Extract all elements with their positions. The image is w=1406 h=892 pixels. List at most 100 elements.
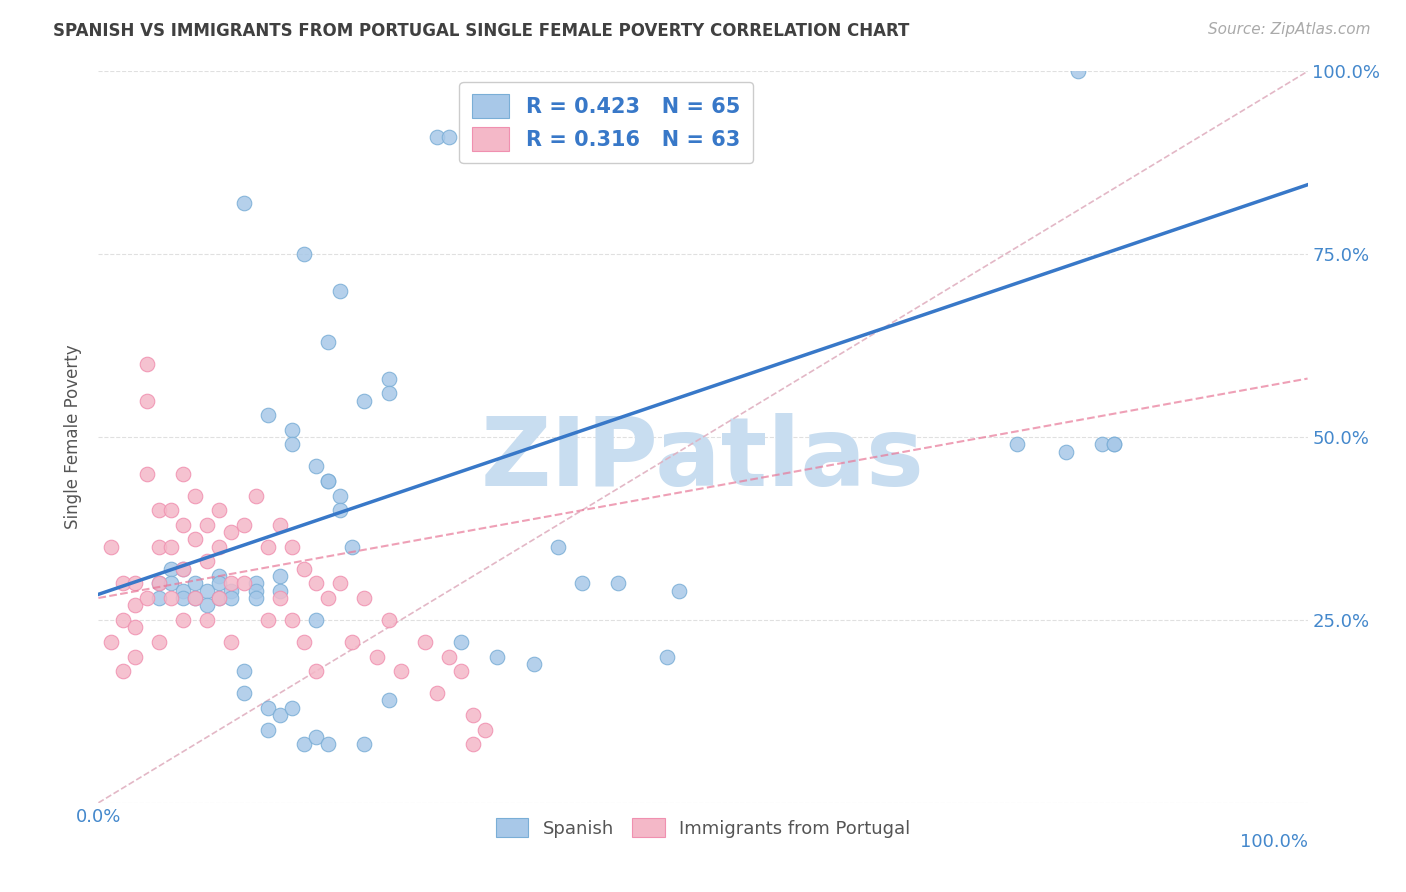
Point <box>148 503 170 517</box>
Point <box>172 562 194 576</box>
Point <box>655 649 678 664</box>
Point <box>329 503 352 517</box>
Point <box>221 576 243 591</box>
Point <box>316 474 339 488</box>
Point <box>184 576 207 591</box>
Point <box>195 554 218 568</box>
Point <box>269 708 291 723</box>
Point <box>1007 437 1029 451</box>
Point <box>184 591 207 605</box>
Text: ZIPatlas: ZIPatlas <box>481 412 925 506</box>
Point <box>377 613 399 627</box>
Legend: Spanish, Immigrants from Portugal: Spanish, Immigrants from Portugal <box>488 811 918 845</box>
Point <box>437 649 460 664</box>
Point <box>124 599 146 613</box>
Text: Source: ZipAtlas.com: Source: ZipAtlas.com <box>1208 22 1371 37</box>
Point <box>353 591 375 605</box>
Point <box>668 583 690 598</box>
Point <box>281 437 304 451</box>
Point <box>450 635 472 649</box>
Point <box>389 664 412 678</box>
Point <box>172 467 194 481</box>
Point <box>292 562 315 576</box>
Point <box>1102 437 1125 451</box>
Point <box>292 635 315 649</box>
Point <box>172 591 194 605</box>
Point <box>245 576 267 591</box>
Point <box>245 591 267 605</box>
Point <box>316 334 339 349</box>
Point <box>172 562 194 576</box>
Point <box>148 540 170 554</box>
Point <box>160 591 183 605</box>
Point <box>208 503 231 517</box>
Point <box>316 474 339 488</box>
Point <box>413 635 436 649</box>
Point <box>232 517 254 532</box>
Point <box>195 583 218 598</box>
Point <box>353 737 375 751</box>
Point <box>305 459 328 474</box>
Point <box>292 247 315 261</box>
Point <box>329 284 352 298</box>
Point <box>523 657 546 671</box>
Point <box>172 583 194 598</box>
Point <box>474 723 496 737</box>
Point <box>342 635 364 649</box>
Point <box>256 540 278 554</box>
Point <box>305 576 328 591</box>
Point <box>160 503 183 517</box>
Point <box>256 723 278 737</box>
Point <box>269 517 291 532</box>
Point <box>281 423 304 437</box>
Point <box>281 700 304 714</box>
Point <box>232 196 254 211</box>
Point <box>184 489 207 503</box>
Point <box>426 686 449 700</box>
Point <box>111 664 134 678</box>
Point <box>342 540 364 554</box>
Point <box>305 730 328 744</box>
Point <box>232 664 254 678</box>
Point <box>1054 444 1077 458</box>
Point <box>269 583 291 598</box>
Point <box>100 540 122 554</box>
Point <box>135 467 157 481</box>
Point <box>208 540 231 554</box>
Point <box>184 533 207 547</box>
Point <box>160 540 183 554</box>
Point <box>547 540 569 554</box>
Point <box>269 591 291 605</box>
Point <box>111 613 134 627</box>
Point <box>1067 64 1090 78</box>
Text: SPANISH VS IMMIGRANTS FROM PORTUGAL SINGLE FEMALE POVERTY CORRELATION CHART: SPANISH VS IMMIGRANTS FROM PORTUGAL SING… <box>53 22 910 40</box>
Point <box>221 583 243 598</box>
Point <box>221 525 243 540</box>
Point <box>111 576 134 591</box>
Point <box>281 613 304 627</box>
Point <box>148 591 170 605</box>
Point <box>124 649 146 664</box>
Point <box>377 371 399 385</box>
Point <box>232 686 254 700</box>
Point <box>245 583 267 598</box>
Point <box>124 620 146 634</box>
Point <box>305 664 328 678</box>
Point <box>135 357 157 371</box>
Point <box>148 576 170 591</box>
Point <box>607 576 630 591</box>
Y-axis label: Single Female Poverty: Single Female Poverty <box>65 345 83 529</box>
Point <box>366 649 388 664</box>
Point <box>281 540 304 554</box>
Point <box>329 489 352 503</box>
Point <box>1102 437 1125 451</box>
Point <box>148 635 170 649</box>
Point <box>100 635 122 649</box>
Point <box>195 599 218 613</box>
Point <box>195 613 218 627</box>
Point <box>353 393 375 408</box>
Point <box>184 591 207 605</box>
Point <box>463 737 485 751</box>
Point <box>135 591 157 605</box>
Point <box>437 130 460 145</box>
